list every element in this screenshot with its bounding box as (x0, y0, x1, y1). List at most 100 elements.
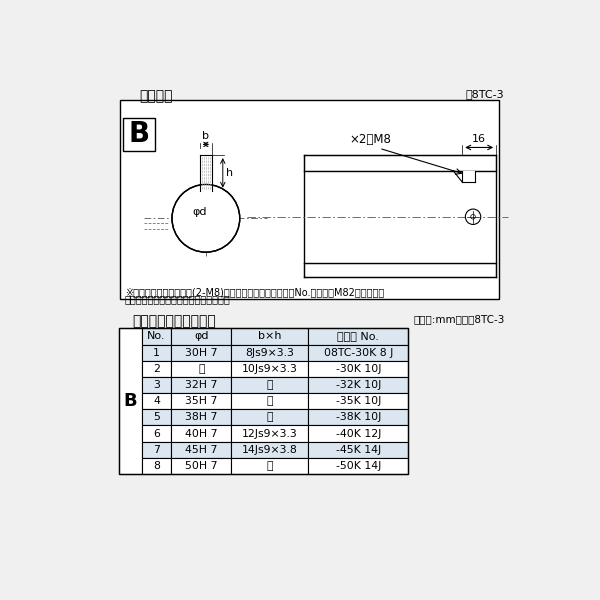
Text: 4: 4 (153, 396, 160, 406)
Text: h: h (226, 168, 233, 178)
Bar (119, 328, 142, 474)
Text: 08TC-30K 8 J: 08TC-30K 8 J (323, 347, 393, 358)
Text: No.: No. (148, 331, 166, 341)
Bar (308, 393, 409, 409)
Text: 〃: 〃 (266, 461, 273, 471)
Text: b×h: b×h (258, 331, 281, 341)
Circle shape (172, 184, 240, 252)
Bar (121, 100, 499, 299)
Text: 50H 7: 50H 7 (185, 461, 217, 471)
Bar (231, 361, 308, 377)
Text: φd: φd (194, 331, 208, 341)
Text: コード No.: コード No. (337, 331, 379, 341)
Text: 10Js9×3.3: 10Js9×3.3 (242, 364, 298, 374)
Bar (142, 393, 171, 409)
Bar (171, 393, 231, 409)
Bar (308, 344, 409, 361)
Text: 〃: 〃 (266, 412, 273, 422)
Text: 38H 7: 38H 7 (185, 412, 217, 422)
Bar (231, 377, 308, 393)
Text: -30K 10J: -30K 10J (335, 364, 381, 374)
Bar (308, 409, 409, 425)
Bar (119, 328, 409, 474)
Bar (308, 458, 409, 474)
Text: -50K 14J: -50K 14J (335, 461, 381, 471)
Bar (231, 328, 308, 344)
Text: ×2－M8: ×2－M8 (350, 133, 392, 146)
Bar (463, 172, 474, 181)
Bar (171, 442, 231, 458)
Bar (231, 344, 308, 361)
Bar (304, 263, 496, 277)
Text: 40H 7: 40H 7 (185, 428, 217, 439)
Text: 12Js9×3.3: 12Js9×3.3 (242, 428, 298, 439)
Text: 〃: 〃 (266, 380, 273, 390)
Bar (304, 264, 496, 276)
Text: b: b (202, 131, 209, 141)
Bar (231, 393, 308, 409)
Text: ※セットボルト用タップ(2-M8)が必要な場合は右記コードNo.の末尾にM82を付ける。: ※セットボルト用タップ(2-M8)が必要な場合は右記コードNo.の末尾にM82を… (125, 287, 384, 298)
Text: -40K 12J: -40K 12J (335, 428, 381, 439)
Text: 2: 2 (153, 364, 160, 374)
Text: （セットボルトは付属されています。）: （セットボルトは付属されています。） (125, 295, 231, 305)
Bar (142, 409, 171, 425)
Text: （単位:mm）　袆8TC-3: （単位:mm） 袆8TC-3 (413, 314, 505, 325)
Bar (142, 458, 171, 474)
Bar (123, 118, 155, 151)
Text: 14Js9×3.8: 14Js9×3.8 (242, 445, 298, 455)
Text: B: B (128, 121, 149, 148)
Bar (171, 458, 231, 474)
Text: -32K 10J: -32K 10J (335, 380, 381, 390)
Bar (304, 156, 496, 170)
Bar (142, 361, 171, 377)
Text: 〃: 〃 (198, 364, 205, 374)
Bar (142, 377, 171, 393)
Bar (171, 425, 231, 442)
Text: B: B (124, 392, 137, 410)
Bar (171, 328, 231, 344)
Bar (231, 442, 308, 458)
Bar (171, 344, 231, 361)
Bar (171, 361, 231, 377)
Text: 6: 6 (153, 428, 160, 439)
Bar (231, 458, 308, 474)
Bar (142, 442, 171, 458)
Bar (308, 328, 409, 344)
Text: 7: 7 (153, 445, 160, 455)
Text: φd: φd (193, 207, 207, 217)
Bar (231, 425, 308, 442)
Bar (142, 425, 171, 442)
Text: 16: 16 (472, 134, 486, 143)
Text: -35K 10J: -35K 10J (335, 396, 381, 406)
Bar (304, 170, 496, 263)
Circle shape (471, 214, 475, 219)
Bar (308, 425, 409, 442)
Bar (200, 149, 212, 191)
Bar (171, 377, 231, 393)
Bar (308, 361, 409, 377)
Text: 45H 7: 45H 7 (185, 445, 217, 455)
Text: 1: 1 (153, 347, 160, 358)
Text: -38K 10J: -38K 10J (335, 412, 381, 422)
Bar (308, 442, 409, 458)
Text: 囸8TC-3: 囸8TC-3 (465, 89, 504, 99)
Bar (304, 155, 496, 170)
Text: -45K 14J: -45K 14J (335, 445, 381, 455)
Bar (308, 377, 409, 393)
Bar (462, 170, 475, 182)
Text: 8: 8 (153, 461, 160, 471)
Text: 8Js9×3.3: 8Js9×3.3 (245, 347, 294, 358)
Text: 〃: 〃 (266, 396, 273, 406)
Text: 5: 5 (153, 412, 160, 422)
Text: 32H 7: 32H 7 (185, 380, 217, 390)
Bar (142, 344, 171, 361)
Circle shape (466, 209, 481, 224)
Bar (142, 328, 171, 344)
Text: 3: 3 (153, 380, 160, 390)
Text: 35H 7: 35H 7 (185, 396, 217, 406)
Text: 30H 7: 30H 7 (185, 347, 217, 358)
Text: 軸穴形状コード一覧表: 軸穴形状コード一覧表 (132, 314, 215, 329)
Text: 軸穴形状: 軸穴形状 (140, 89, 173, 103)
Bar (231, 409, 308, 425)
Bar (171, 409, 231, 425)
